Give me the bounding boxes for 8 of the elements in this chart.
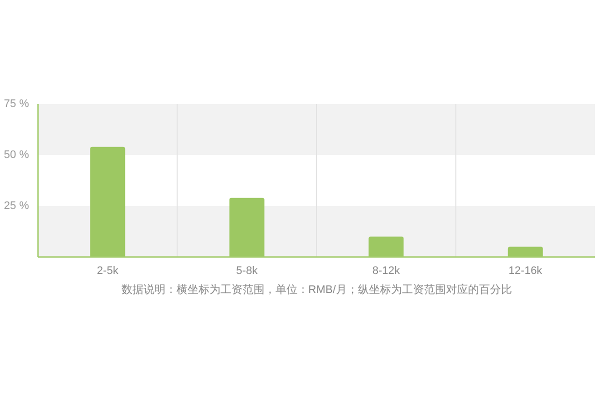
x-tick-label: 2-5k <box>96 265 119 277</box>
y-tick-label: 75 % <box>4 98 30 110</box>
x-tick-label: 12-16k <box>508 265 543 277</box>
y-tick-label: 25 % <box>4 200 30 212</box>
x-tick-label: 8-12k <box>372 265 400 277</box>
text: 数据说明：横坐标为工资范围，单位：RMB/月；纵坐标为工资范围对应的百分比 <box>121 283 512 296</box>
y-tick-label: 50 % <box>4 149 30 161</box>
x-tick-label: 5-8k <box>236 265 258 277</box>
